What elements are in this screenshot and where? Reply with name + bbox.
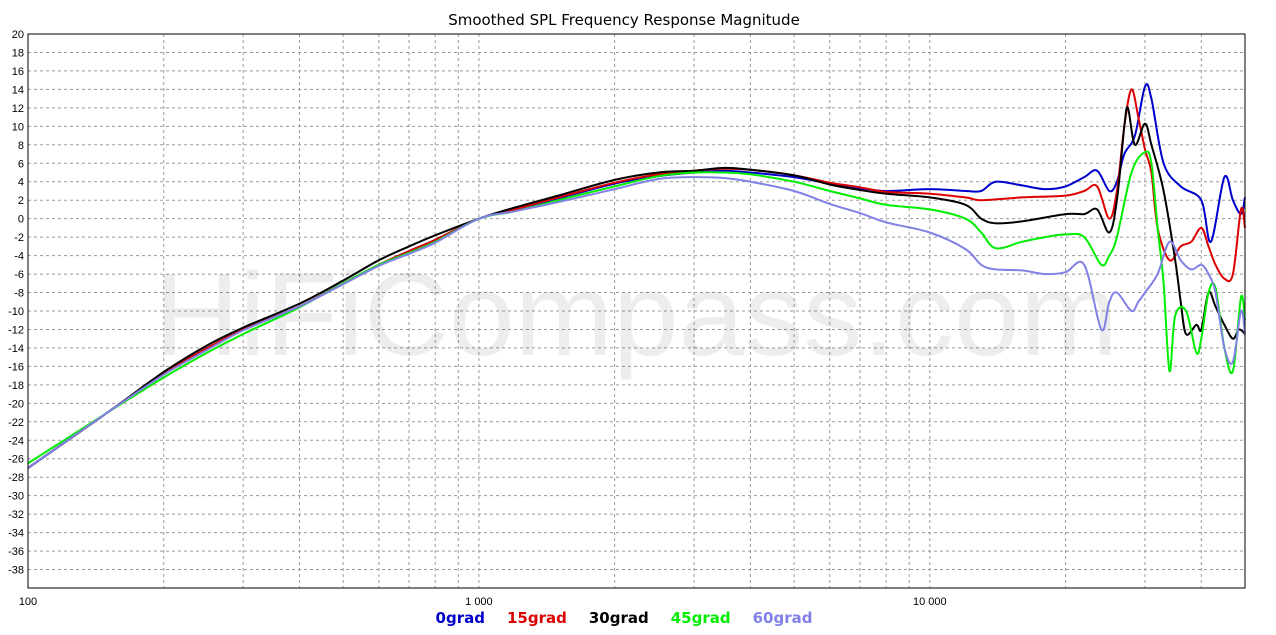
y-tick-label: 18 bbox=[12, 47, 24, 59]
watermark-text: HiFiCompass.com bbox=[154, 249, 1118, 381]
y-tick-labels: 20181614121086420-2-4-6-8-10-12-14-16-18… bbox=[8, 29, 24, 577]
y-tick-label: 8 bbox=[18, 140, 24, 152]
legend-entry-60grad: 60grad bbox=[753, 609, 813, 627]
y-tick-label: 6 bbox=[18, 158, 24, 170]
y-tick-label: 12 bbox=[12, 103, 24, 115]
y-tick-label: -6 bbox=[14, 269, 24, 281]
y-tick-label: -16 bbox=[8, 361, 24, 373]
y-tick-label: -22 bbox=[8, 417, 24, 429]
y-tick-label: -28 bbox=[8, 472, 24, 484]
y-tick-label: -32 bbox=[8, 509, 24, 521]
y-tick-label: -14 bbox=[8, 343, 24, 355]
y-tick-label: -24 bbox=[8, 435, 24, 447]
plot-frame bbox=[27, 33, 1246, 589]
y-tick-label: -12 bbox=[8, 324, 24, 336]
legend: 0grad 15grad 30grad 45grad 60grad bbox=[436, 609, 813, 627]
y-tick-label: 2 bbox=[18, 195, 24, 207]
y-tick-label: -38 bbox=[8, 565, 24, 577]
x-tick-label: 1 000 bbox=[465, 596, 493, 608]
series-line-60grad bbox=[27, 176, 1246, 469]
y-tick-label: 4 bbox=[18, 177, 24, 189]
x-tick-label: 100 bbox=[19, 596, 37, 608]
chart-title: Smoothed SPL Frequency Response Magnitud… bbox=[448, 11, 800, 29]
y-tick-label: 14 bbox=[12, 84, 24, 96]
series-line-30grad bbox=[27, 106, 1246, 469]
y-tick-label: -36 bbox=[8, 546, 24, 558]
y-tick-label: -20 bbox=[8, 398, 24, 410]
y-tick-label: -10 bbox=[8, 306, 24, 318]
x-tick-label: 10 000 bbox=[913, 596, 947, 608]
y-tick-label: -8 bbox=[14, 288, 24, 300]
y-tick-label: -2 bbox=[14, 232, 24, 244]
y-tick-label: -34 bbox=[8, 528, 24, 540]
y-tick-label: -18 bbox=[8, 380, 24, 392]
series-lines bbox=[27, 83, 1246, 469]
legend-entry-45grad: 45grad bbox=[671, 609, 731, 627]
y-tick-label: 16 bbox=[12, 66, 24, 78]
y-tick-label: -26 bbox=[8, 454, 24, 466]
legend-entry-0grad: 0grad bbox=[436, 609, 485, 627]
y-tick-label: 0 bbox=[18, 214, 24, 226]
legend-entry-15grad: 15grad bbox=[507, 609, 567, 627]
x-tick-labels: 100 1 000 10 000 bbox=[19, 596, 947, 608]
y-tick-label: 20 bbox=[12, 29, 24, 41]
legend-entry-30grad: 30grad bbox=[589, 609, 649, 627]
y-tick-label: -30 bbox=[8, 491, 24, 503]
y-tick-label: -4 bbox=[14, 251, 24, 263]
y-tick-label: 10 bbox=[12, 121, 24, 133]
